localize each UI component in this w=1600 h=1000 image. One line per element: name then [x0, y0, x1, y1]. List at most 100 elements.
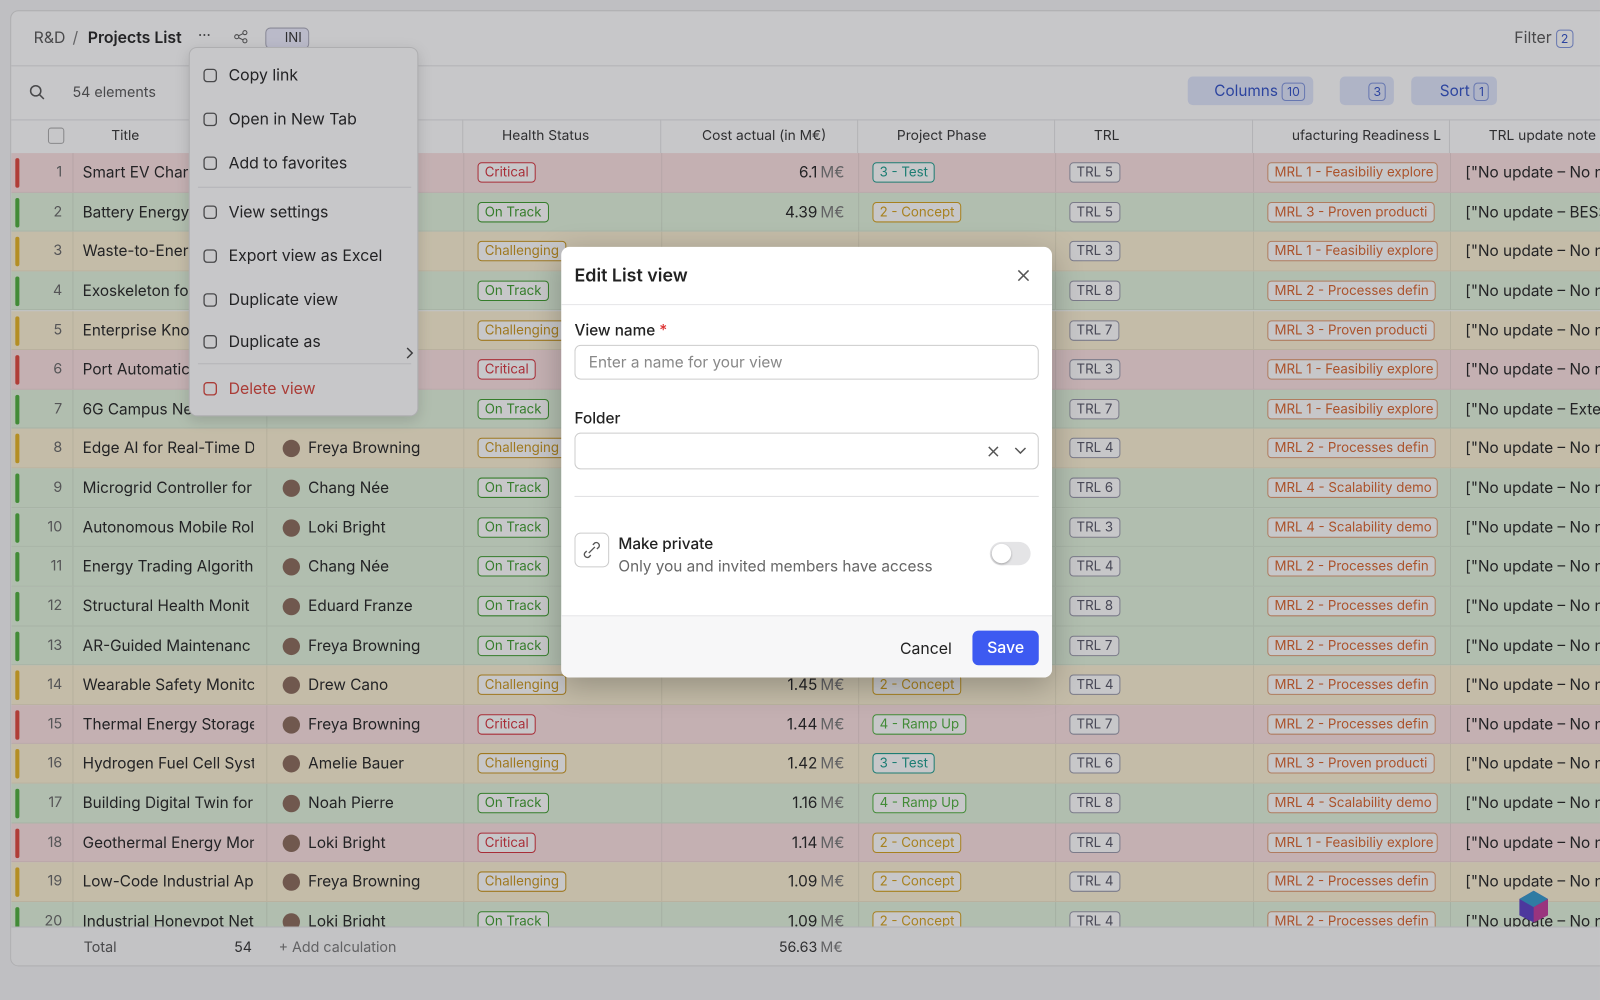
menu-item[interactable]: Copy link — [190, 56, 420, 95]
project-title[interactable]: Microgrid Controller for — [82, 477, 253, 497]
column-header[interactable]: Health Status — [463, 119, 662, 154]
cell-divider — [1055, 192, 1057, 231]
menu-item[interactable]: Export view as Excel — [190, 237, 420, 276]
project-title[interactable]: Industrial Honeypot Net — [82, 911, 254, 927]
cell-divider — [1055, 823, 1057, 862]
mrl-badge: MRL 2 - Processes defin — [1267, 871, 1436, 893]
trl-badge: TRL 5 — [1069, 201, 1121, 223]
cell-divider — [72, 350, 74, 389]
cell-divider — [1449, 271, 1452, 310]
cost-unit: M€ — [820, 792, 845, 813]
cell-divider — [1449, 862, 1452, 901]
status-stripe — [15, 828, 20, 858]
save-button[interactable]: Save — [972, 630, 1039, 666]
cell-divider — [1055, 350, 1057, 389]
trl-badge: TRL 3 — [1069, 241, 1121, 262]
trl-note: ["No update – BESS — [1465, 201, 1600, 222]
share-icon[interactable] — [234, 30, 248, 44]
project-title[interactable]: Waste-to-Ener — [82, 241, 189, 261]
cell-divider — [1253, 547, 1255, 586]
menu-item[interactable]: Add to favorites — [190, 144, 420, 183]
column-header[interactable] — [266, 119, 464, 154]
row-number: 16 — [47, 754, 63, 772]
project-title[interactable]: Building Digital Twin for — [82, 792, 254, 813]
project-title[interactable]: Enterprise Kno — [82, 319, 190, 340]
project-title[interactable]: Structural Health Monit — [82, 595, 250, 616]
private-toggle[interactable] — [989, 541, 1031, 566]
app-logo[interactable] — [1515, 888, 1556, 927]
project-title[interactable]: Exoskeleton fo — [82, 280, 189, 300]
mrl-badge: MRL 2 - Processes defin — [1267, 280, 1436, 301]
cell-divider — [72, 862, 74, 901]
project-title[interactable]: Thermal Energy Storage — [82, 714, 255, 734]
palette-count: 3 — [1368, 82, 1387, 102]
mrl-badge: MRL 3 - Proven producti — [1267, 201, 1435, 223]
cell-divider — [72, 310, 74, 350]
trl-badge: TRL 3 — [1069, 516, 1121, 538]
project-title[interactable]: Hydrogen Fuel Cell Syst — [82, 753, 255, 773]
view-name-input[interactable]: Enter a name for your view — [574, 344, 1039, 380]
more-button[interactable]: ··· — [197, 26, 211, 44]
cell-divider — [1253, 783, 1255, 823]
column-header[interactable]: TRL — [1055, 119, 1254, 154]
column-header[interactable]: Project Phase — [858, 119, 1056, 154]
menu-item[interactable]: Delete view — [190, 369, 420, 408]
project-title[interactable]: Wearable Safety Monitc — [82, 674, 255, 695]
cancel-button[interactable]: Cancel — [899, 638, 952, 659]
folder-select[interactable] — [574, 432, 1039, 470]
row-number: 10 — [47, 518, 63, 536]
columns-button[interactable]: Columns 10 — [1187, 76, 1314, 106]
cell-divider — [1449, 192, 1452, 231]
project-title[interactable]: Energy Trading Algorith — [82, 556, 254, 576]
column-header[interactable]: Cost actual (in M€) — [661, 119, 859, 154]
cell-divider — [1449, 902, 1452, 927]
palette-button[interactable]: 3 — [1339, 76, 1395, 106]
project-title[interactable]: Port Automatic — [82, 359, 190, 379]
cell-divider — [72, 626, 74, 665]
menu-item[interactable]: Duplicate view — [190, 281, 420, 320]
column-header[interactable]: ufacturing Readiness L — [1253, 119, 1450, 154]
cell-divider — [1253, 192, 1255, 231]
mrl-badge: MRL 2 - Processes defin — [1267, 438, 1436, 459]
project-title[interactable]: Low-Code Industrial Ap — [82, 871, 254, 892]
cell-divider — [1449, 665, 1452, 704]
row-number: 8 — [53, 439, 63, 457]
add-calculation[interactable]: + Add calculation — [278, 938, 397, 957]
mrl-badge: MRL 2 - Processes defin — [1267, 556, 1436, 577]
select-all-checkbox[interactable] — [47, 127, 65, 144]
mrl-badge: MRL 2 - Processes defin — [1267, 714, 1436, 735]
sort-button[interactable]: Sort 1 — [1411, 76, 1498, 106]
cell-divider — [266, 547, 268, 586]
trl-note: ["No update – No n — [1465, 477, 1600, 497]
cell-divider — [463, 231, 465, 271]
breadcrumb-parent[interactable]: R&D — [33, 27, 66, 47]
project-title[interactable]: Battery Energy — [82, 201, 190, 222]
menu-item[interactable]: Open in New Tab — [190, 100, 420, 139]
cell-divider — [1253, 626, 1255, 665]
table-row: 20 Industrial Honeypot Net Loki Bright On T… — [11, 902, 1600, 927]
filter-button[interactable]: Filter 2 — [1514, 28, 1574, 48]
column-header[interactable]: TRL update note — [1450, 119, 1600, 153]
project-title[interactable]: Geothermal Energy Mor — [82, 832, 255, 852]
close-button[interactable] — [1017, 269, 1030, 282]
cell-divider — [72, 704, 74, 744]
cell-divider — [1253, 310, 1255, 350]
menu-item[interactable]: Duplicate as — [190, 322, 420, 361]
project-title[interactable]: 6G Campus Ne — [82, 398, 193, 419]
project-title[interactable]: AR-Guided Maintenanc — [82, 635, 251, 655]
phase-badge: 2 - Concept — [872, 201, 962, 223]
cell-divider — [1449, 428, 1452, 468]
required-mark: * — [659, 320, 668, 340]
menu-item[interactable]: View settings — [190, 193, 420, 232]
project-title[interactable]: Edge AI for Real-Time D — [82, 438, 255, 458]
cell-divider — [858, 862, 860, 901]
search-icon[interactable] — [29, 84, 45, 100]
health-badge: On Track — [477, 201, 549, 223]
cell-divider — [266, 902, 268, 927]
project-title[interactable]: Autonomous Mobile Rol — [82, 516, 255, 537]
cell-divider — [72, 823, 74, 862]
project-title[interactable]: Smart EV Char — [82, 162, 189, 182]
ini-badge[interactable]: INI — [265, 27, 309, 49]
cell-divider — [1253, 823, 1255, 862]
cell-divider — [1253, 507, 1255, 547]
